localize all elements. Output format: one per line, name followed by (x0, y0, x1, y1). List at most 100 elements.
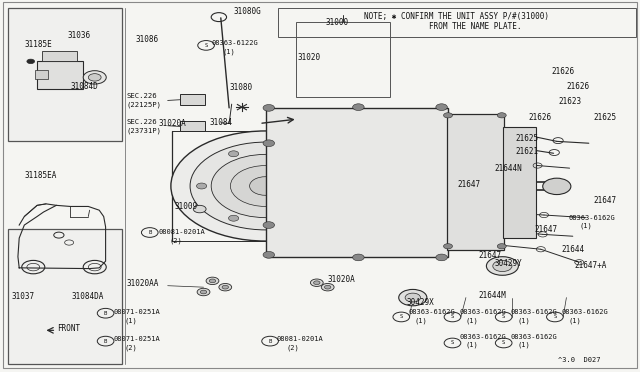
Circle shape (436, 254, 447, 261)
Bar (8, 229, 122, 364)
Circle shape (193, 205, 206, 213)
Circle shape (321, 283, 334, 291)
Text: B: B (104, 311, 108, 316)
Circle shape (263, 251, 275, 258)
Text: 31086: 31086 (136, 35, 159, 44)
Circle shape (486, 257, 518, 275)
Text: (1): (1) (125, 317, 138, 324)
Text: FRONT: FRONT (58, 324, 81, 333)
Text: (1): (1) (223, 48, 236, 55)
Circle shape (230, 166, 301, 206)
Text: (2): (2) (170, 238, 182, 244)
Circle shape (292, 151, 303, 157)
Text: SEC.226: SEC.226 (127, 119, 157, 125)
Bar (503, 127, 536, 238)
Text: 21647: 21647 (458, 180, 481, 189)
Text: 31185EA: 31185EA (24, 171, 57, 180)
Text: 31084DA: 31084DA (72, 292, 104, 301)
Text: 21626: 21626 (528, 113, 551, 122)
Bar (278, 8, 636, 37)
Circle shape (200, 290, 207, 294)
Text: B: B (148, 230, 152, 235)
Circle shape (219, 283, 232, 291)
Text: (1): (1) (579, 223, 592, 230)
Text: 31020AA: 31020AA (127, 279, 159, 288)
Text: 31084: 31084 (210, 118, 233, 126)
Text: (1): (1) (517, 342, 530, 349)
Circle shape (543, 178, 571, 195)
Text: 08363-6162G: 08363-6162G (460, 334, 506, 340)
Circle shape (27, 59, 35, 64)
Circle shape (211, 154, 320, 218)
Circle shape (171, 131, 360, 241)
Text: (1): (1) (415, 317, 428, 324)
Bar (296, 22, 390, 97)
Bar (42, 51, 77, 61)
Text: 21626: 21626 (566, 82, 589, 91)
Circle shape (228, 215, 239, 221)
Text: 21644M: 21644M (479, 291, 506, 300)
Text: 31080G: 31080G (234, 7, 261, 16)
Circle shape (197, 288, 210, 296)
Circle shape (497, 244, 506, 249)
Text: 31000: 31000 (325, 18, 348, 27)
Text: 21626: 21626 (552, 67, 575, 76)
Text: 08081-0201A: 08081-0201A (276, 336, 323, 342)
Bar (180, 94, 205, 105)
Circle shape (88, 74, 101, 81)
Circle shape (263, 140, 275, 147)
Text: ^3.0  D027: ^3.0 D027 (558, 357, 600, 363)
Bar (266, 108, 448, 257)
Text: 21621: 21621 (515, 147, 538, 156)
Text: (1): (1) (466, 317, 479, 324)
Circle shape (444, 244, 452, 249)
Text: 31036: 31036 (67, 31, 90, 40)
Text: 08081-0201A: 08081-0201A (159, 230, 205, 235)
Text: B: B (104, 339, 108, 344)
Text: 08071-0251A: 08071-0251A (114, 309, 161, 315)
Text: (2): (2) (287, 344, 300, 351)
Text: 31020A: 31020A (328, 275, 355, 284)
Circle shape (196, 183, 207, 189)
Text: 30429Y: 30429Y (494, 259, 522, 268)
Text: 21644: 21644 (562, 246, 585, 254)
Bar (35, 70, 48, 79)
Circle shape (493, 260, 512, 272)
Text: 31080: 31080 (229, 83, 252, 92)
Circle shape (250, 177, 282, 195)
Text: 08363-6162G: 08363-6162G (568, 215, 615, 221)
Circle shape (190, 142, 341, 230)
Circle shape (228, 151, 239, 157)
Text: (1): (1) (466, 342, 479, 349)
Text: 30429X: 30429X (406, 298, 434, 307)
Circle shape (497, 113, 506, 118)
Text: 21647: 21647 (479, 251, 502, 260)
Text: B: B (268, 339, 272, 344)
Text: 21647+A: 21647+A (575, 262, 607, 270)
Text: 21647: 21647 (594, 196, 617, 205)
Text: (22125P): (22125P) (127, 102, 162, 108)
Text: SEC.226: SEC.226 (127, 93, 157, 99)
Text: S: S (399, 314, 403, 320)
Text: 08363-6122G: 08363-6122G (211, 40, 258, 46)
Circle shape (310, 279, 323, 286)
Bar (8, 8, 122, 141)
Text: 21625: 21625 (594, 113, 617, 122)
Text: NOTE; ✱ CONFIRM THE UNIT ASSY P/#(31000): NOTE; ✱ CONFIRM THE UNIT ASSY P/#(31000) (364, 12, 550, 21)
Text: 21623: 21623 (558, 97, 581, 106)
Circle shape (292, 215, 303, 221)
Circle shape (405, 293, 420, 302)
Bar (447, 114, 504, 250)
Text: 08363-6162G: 08363-6162G (408, 309, 455, 315)
Text: 31020A: 31020A (159, 119, 186, 128)
Text: 31084D: 31084D (70, 82, 98, 91)
Circle shape (83, 71, 106, 84)
Circle shape (436, 104, 447, 110)
Text: (2): (2) (125, 344, 138, 351)
Text: S: S (502, 314, 506, 320)
Text: 21647: 21647 (534, 225, 557, 234)
Text: 31185E: 31185E (24, 40, 52, 49)
Text: (1): (1) (517, 317, 530, 324)
Text: S: S (451, 314, 454, 320)
Circle shape (206, 277, 219, 285)
